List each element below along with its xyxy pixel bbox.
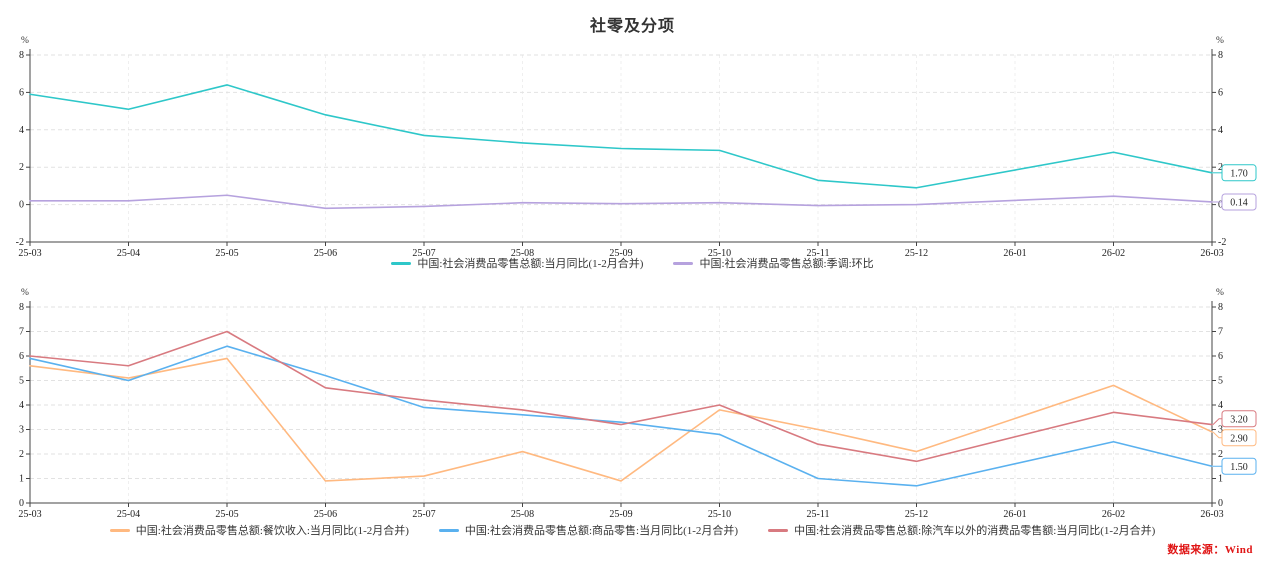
x-tick-label: 25-08: [511, 248, 534, 259]
legend-item[interactable]: 中国:社会消费品零售总额:餐饮收入:当月同比(1-2月合并): [109, 522, 409, 538]
y-tick-label: 2: [1218, 449, 1223, 460]
x-tick-label: 26-02: [1102, 248, 1125, 259]
x-tick-label: 25-05: [215, 509, 238, 520]
y-tick-label: 4: [19, 400, 24, 411]
x-tick-label: 26-03: [1200, 248, 1223, 259]
x-tick-label: 26-01: [1003, 509, 1026, 520]
y-tick-label: 0: [19, 200, 24, 211]
x-tick-label: 25-03: [18, 248, 41, 259]
series-line-2: [29, 330, 1213, 463]
y-tick-label: 6: [1218, 87, 1223, 98]
y-tick-label: 3: [1218, 425, 1223, 436]
top-chart-legend: 中国:社会消费品零售总额:当月同比(1-2月合并) 中国:社会消费品零售总额:季调…: [0, 255, 1265, 271]
y-tick-label: 8: [19, 302, 24, 313]
x-tick-label: 25-11: [807, 248, 830, 259]
end-value-label: 1.70: [1230, 168, 1248, 179]
y-tick-label: 8: [1218, 302, 1223, 313]
y-tick-label: 0: [1218, 498, 1223, 509]
end-value-label: 0.14: [1230, 197, 1248, 208]
y-tick-label: 4: [19, 125, 24, 136]
bottom-chart-legend: 中国:社会消费品零售总额:餐饮收入:当月同比(1-2月合并) 中国:社会消费品零售…: [0, 522, 1265, 538]
y-axis-unit-left: %: [21, 288, 29, 298]
x-tick-label: 26-01: [1003, 248, 1026, 259]
y-tick-label: 6: [19, 87, 24, 98]
legend-label: 中国:社会消费品零售总额:商品零售:当月同比(1-2月合并): [464, 525, 739, 537]
legend-label: 中国:社会消费品零售总额:当月同比(1-2月合并): [417, 258, 644, 270]
end-value-box: [1221, 410, 1257, 428]
y-axis-unit-left: %: [21, 36, 29, 46]
end-value-box: [1221, 457, 1257, 475]
end-label-connector: [1212, 418, 1222, 425]
y-tick-label: 2: [19, 162, 24, 173]
legend-label: 中国:社会消费品零售总额:除汽车以外的消费品零售额:当月同比(1-2月合并): [794, 525, 1156, 537]
data-source-note: 数据来源：Wind: [1167, 544, 1253, 556]
end-label-connector: [1212, 431, 1222, 439]
y-tick-label: 4: [1218, 125, 1223, 136]
x-tick-label: 25-06: [314, 509, 337, 520]
x-tick-label: 26-03: [1200, 509, 1223, 520]
y-tick-label: 8: [1218, 50, 1223, 61]
x-tick-label: 25-10: [708, 248, 731, 259]
end-value-box: [1221, 164, 1257, 182]
end-value-box: [1221, 429, 1257, 447]
legend-label: 中国:社会消费品零售总额:餐饮收入:当月同比(1-2月合并): [135, 525, 409, 537]
x-tick-label: 25-03: [18, 509, 41, 520]
y-tick-label: 0: [1218, 200, 1223, 211]
x-tick-label: 25-07: [412, 248, 435, 259]
legend-line-marker: [391, 261, 412, 265]
x-tick-label: 25-11: [807, 509, 830, 520]
series-line-0: [29, 84, 1213, 189]
x-tick-label: 25-09: [609, 248, 632, 259]
x-tick-label: 26-02: [1102, 509, 1125, 520]
y-tick-label: 5: [1218, 376, 1223, 387]
y-tick-label: 1: [19, 474, 24, 485]
y-axis-unit-right: %: [1216, 36, 1224, 46]
y-tick-label: 8: [19, 50, 24, 61]
y-tick-label: 1: [1218, 474, 1223, 485]
y-tick-label: 0: [19, 498, 24, 509]
y-tick-label: 2: [1218, 162, 1223, 173]
y-tick-label: 6: [1218, 351, 1223, 362]
end-value-label: 3.20: [1230, 414, 1248, 425]
x-tick-label: 25-06: [314, 248, 337, 259]
series-line-0: [29, 357, 1213, 482]
legend-line-marker: [768, 528, 789, 532]
series-line-1: [29, 345, 1213, 487]
x-tick-label: 25-07: [412, 509, 435, 520]
legend-item[interactable]: 中国:社会消费品零售总额:商品零售:当月同比(1-2月合并): [438, 522, 739, 538]
legend-line-marker: [438, 528, 459, 532]
x-tick-label: 25-04: [117, 509, 140, 520]
page-title: 社零及分项: [589, 18, 675, 35]
y-tick-label: 5: [19, 376, 24, 387]
y-tick-label: 3: [19, 425, 24, 436]
y-tick-label: 6: [19, 351, 24, 362]
x-tick-label: 25-12: [905, 509, 928, 520]
x-tick-label: 25-10: [708, 509, 731, 520]
y-tick-label: 4: [1218, 400, 1223, 411]
series-line-1: [29, 194, 1213, 210]
legend-line-marker: [673, 261, 694, 265]
legend-item[interactable]: 中国:社会消费品零售总额:季调:环比: [673, 255, 874, 271]
end-value-label: 1.50: [1230, 462, 1248, 473]
legend-item[interactable]: 中国:社会消费品零售总额:除汽车以外的消费品零售额:当月同比(1-2月合并): [768, 522, 1155, 538]
x-tick-label: 25-12: [905, 248, 928, 259]
x-tick-label: 25-08: [511, 509, 534, 520]
x-tick-label: 25-05: [215, 248, 238, 259]
y-tick-label: -2: [1218, 237, 1226, 248]
y-axis-unit-right: %: [1216, 288, 1224, 298]
end-value-label: 2.90: [1230, 433, 1248, 444]
y-tick-label: 7: [1218, 327, 1223, 338]
y-tick-label: 7: [19, 327, 24, 338]
y-tick-label: -2: [16, 237, 24, 248]
legend-label: 中国:社会消费品零售总额:季调:环比: [699, 258, 874, 270]
legend-item[interactable]: 中国:社会消费品零售总额:当月同比(1-2月合并): [391, 255, 643, 271]
x-tick-label: 25-09: [609, 509, 632, 520]
x-tick-label: 25-04: [117, 248, 140, 259]
y-tick-label: 2: [19, 449, 24, 460]
end-value-box: [1221, 193, 1257, 211]
legend-line-marker: [109, 528, 130, 532]
